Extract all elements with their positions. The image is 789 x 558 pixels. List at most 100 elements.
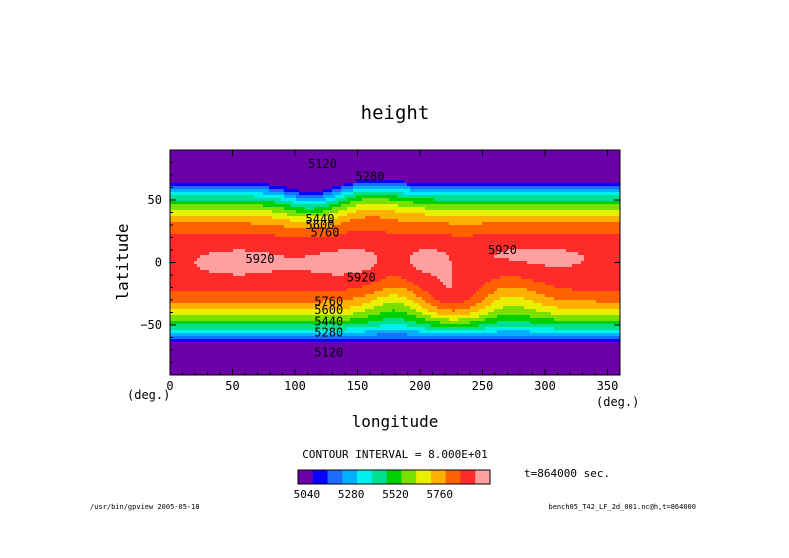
contour-cell	[302, 180, 306, 184]
contour-cell	[515, 186, 519, 190]
contour-cell	[590, 153, 594, 157]
contour-cell	[437, 162, 441, 166]
contour-cell	[227, 171, 231, 175]
contour-cell	[239, 153, 243, 157]
contour-cell	[269, 174, 273, 178]
contour-cell	[347, 168, 351, 172]
contour-cell	[275, 177, 279, 181]
contour-cell	[260, 159, 264, 163]
contour-cell	[518, 150, 522, 154]
contour-cell	[236, 216, 240, 220]
contour-cell	[293, 162, 297, 166]
contour-cell	[281, 222, 285, 226]
contour-cell	[482, 228, 486, 232]
contour-cell	[350, 162, 354, 166]
contour-cell	[233, 150, 237, 154]
contour-cell	[428, 156, 432, 160]
contour-cell	[500, 234, 504, 238]
contour-cell	[515, 192, 519, 196]
contour-cell	[353, 207, 357, 211]
contour-cell	[341, 177, 345, 181]
contour-cell	[242, 237, 246, 241]
contour-cell	[617, 183, 620, 187]
contour-cell	[572, 198, 576, 202]
contour-cell	[446, 156, 450, 160]
contour-cell	[602, 234, 606, 238]
contour-cell	[221, 180, 225, 184]
contour-cell	[446, 201, 450, 205]
contour-cell	[515, 225, 519, 229]
contour-cell	[527, 198, 531, 202]
contour-cell	[347, 228, 351, 232]
contour-cell	[353, 195, 357, 199]
contour-cell	[467, 195, 471, 199]
contour-cell	[434, 216, 438, 220]
contour-cell	[203, 153, 207, 157]
contour-cell	[545, 222, 549, 226]
contour-cell	[431, 195, 435, 199]
contour-cell	[464, 189, 468, 193]
contour-cell	[488, 198, 492, 202]
contour-cell	[335, 240, 339, 244]
contour-cell	[206, 150, 210, 154]
contour-cell	[386, 156, 390, 160]
contour-cell	[230, 237, 234, 241]
contour-cell	[335, 225, 339, 229]
contour-cell	[302, 183, 306, 187]
contour-cell	[431, 237, 435, 241]
contour-cell	[287, 186, 291, 190]
contour-cell	[398, 189, 402, 193]
contour-cell	[326, 231, 330, 235]
contour-cell	[263, 201, 267, 205]
contour-cell	[398, 171, 402, 175]
contour-cell	[287, 216, 291, 220]
contour-cell	[506, 198, 510, 202]
contour-cell	[182, 228, 186, 232]
contour-cell	[557, 234, 561, 238]
contour-cell	[311, 228, 315, 232]
contour-cell	[608, 195, 612, 199]
contour-cell	[446, 231, 450, 235]
contour-cell	[347, 222, 351, 226]
contour-cell	[380, 195, 384, 199]
contour-cell	[251, 192, 255, 196]
contour-cell	[392, 210, 396, 214]
contour-cell	[437, 180, 441, 184]
contour-cell	[584, 234, 588, 238]
contour-cell	[614, 168, 618, 172]
contour-cell	[218, 222, 222, 226]
contour-cell	[212, 159, 216, 163]
contour-cell	[302, 192, 306, 196]
contour-cell	[479, 159, 483, 163]
contour-cell	[386, 183, 390, 187]
contour-cell	[554, 186, 558, 190]
contour-cell	[275, 204, 279, 208]
contour-cell	[278, 162, 282, 166]
contour-cell	[320, 240, 324, 244]
contour-cell	[353, 171, 357, 175]
contour-cell	[263, 150, 267, 154]
contour-cell	[557, 162, 561, 166]
contour-cell	[176, 186, 180, 190]
contour-cell	[242, 225, 246, 229]
contour-cell	[176, 162, 180, 166]
contour-cell	[533, 162, 537, 166]
contour-cell	[575, 207, 579, 211]
contour-cell	[548, 225, 552, 229]
contour-cell	[395, 237, 399, 241]
contour-cell	[329, 177, 333, 181]
contour-cell	[605, 219, 609, 223]
contour-cell	[452, 234, 456, 238]
contour-cell	[455, 195, 459, 199]
contour-cell	[278, 195, 282, 199]
contour-cell	[302, 159, 306, 163]
contour-cell	[614, 213, 618, 217]
contour-cell	[194, 150, 198, 154]
contour-cell	[410, 186, 414, 190]
contour-cell	[293, 156, 297, 160]
contour-cell	[269, 186, 273, 190]
contour-cell	[221, 177, 225, 181]
contour-cell	[530, 177, 534, 181]
contour-cell	[533, 228, 537, 232]
contour-cell	[251, 219, 255, 223]
